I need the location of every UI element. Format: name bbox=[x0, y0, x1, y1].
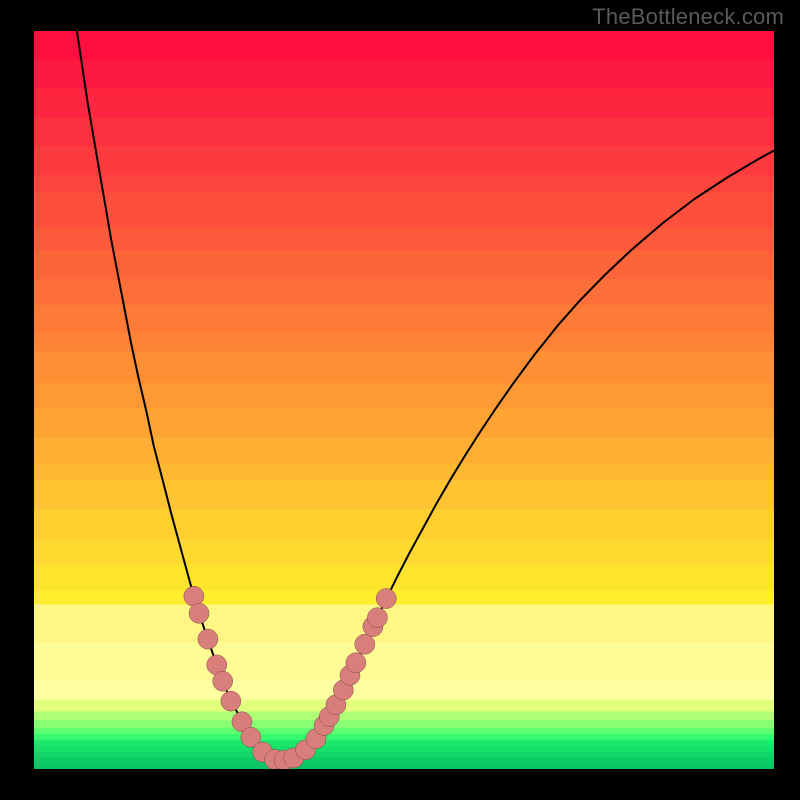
bg-band bbox=[34, 763, 774, 769]
data-marker bbox=[189, 603, 209, 623]
bg-band bbox=[34, 700, 774, 712]
bg-band bbox=[34, 117, 774, 146]
bg-band bbox=[34, 565, 774, 591]
bg-band bbox=[34, 680, 774, 700]
bg-band bbox=[34, 720, 774, 729]
bg-band bbox=[34, 752, 774, 758]
chart-plot-area bbox=[34, 31, 774, 769]
chart-svg bbox=[34, 31, 774, 769]
bg-band bbox=[34, 728, 774, 734]
bg-band bbox=[34, 175, 774, 193]
bg-band bbox=[34, 227, 774, 250]
bg-band bbox=[34, 590, 774, 605]
chart-background-gradient bbox=[34, 31, 774, 769]
bg-band bbox=[34, 463, 774, 480]
bg-band bbox=[34, 279, 774, 305]
bg-band bbox=[34, 305, 774, 334]
bg-band bbox=[34, 146, 774, 175]
bg-band bbox=[34, 89, 774, 118]
bg-band bbox=[34, 438, 774, 464]
data-marker bbox=[367, 608, 387, 628]
data-marker bbox=[355, 634, 375, 654]
watermark-text: TheBottleneck.com bbox=[592, 4, 784, 30]
bg-band bbox=[34, 60, 774, 89]
data-marker bbox=[213, 671, 233, 691]
bg-band bbox=[34, 250, 774, 279]
bg-band bbox=[34, 334, 774, 352]
bg-band bbox=[34, 757, 774, 763]
data-marker bbox=[198, 629, 218, 649]
bg-band bbox=[34, 480, 774, 509]
bg-band bbox=[34, 509, 774, 539]
bg-band bbox=[34, 539, 774, 565]
data-marker bbox=[376, 589, 396, 609]
bg-band bbox=[34, 351, 774, 383]
bg-band bbox=[34, 604, 774, 642]
bg-band bbox=[34, 746, 774, 752]
bg-band bbox=[34, 740, 774, 746]
bg-band bbox=[34, 409, 774, 438]
data-marker bbox=[221, 691, 241, 711]
bg-band bbox=[34, 711, 774, 720]
data-marker bbox=[346, 653, 366, 673]
bg-band bbox=[34, 734, 774, 740]
bg-band bbox=[34, 642, 774, 680]
bg-band bbox=[34, 31, 774, 60]
